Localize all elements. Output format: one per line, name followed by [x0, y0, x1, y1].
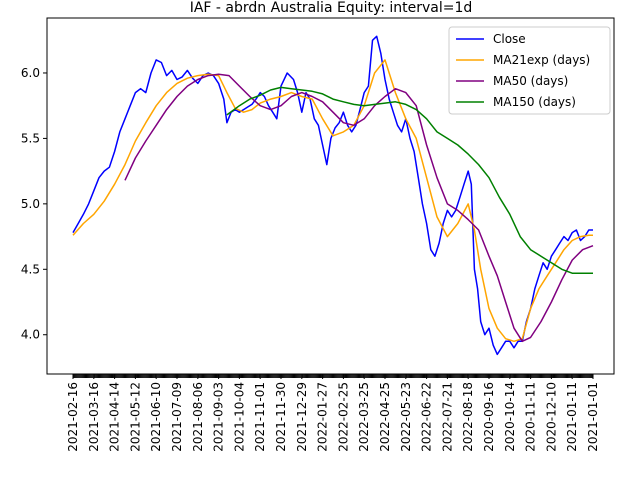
x-tick-label: 2022-01-27 — [316, 382, 330, 452]
legend: Close MA21exp (days) MA50 (days) MA150 (day… — [448, 26, 611, 115]
x-tick-label: 2021-05-12 — [128, 382, 142, 452]
legend-entry: MA21exp (days) — [493, 53, 590, 67]
x-tick-label: 2021-12-29 — [295, 382, 309, 452]
x-tick-label: 2021-09-03 — [212, 382, 226, 452]
x-tick-label: 2021-04-14 — [108, 382, 122, 452]
legend-entry: MA150 (days) — [493, 95, 576, 109]
x-tick-label: 2020-12-10 — [544, 382, 558, 452]
series-line-0 — [72, 35, 593, 356]
series-line-2 — [124, 73, 594, 343]
x-tick-label: 2020-10-14 — [503, 382, 517, 452]
x-tick-label: 2022-05-23 — [399, 382, 413, 452]
legend-box — [448, 26, 611, 115]
x-tick-label: 2020-11-11 — [524, 382, 538, 452]
x-tick-label: 2021-07-09 — [170, 382, 184, 452]
x-tick-label: 2022-02-25 — [336, 382, 350, 452]
x-tick-label: 2021-02-16 — [66, 382, 80, 452]
series-layer — [72, 35, 594, 356]
y-tick-label: 6.0 — [21, 66, 40, 80]
x-tick-label: 2021-08-06 — [191, 382, 205, 452]
x-tick-label: 2022-06-22 — [420, 382, 434, 452]
x-tick-label: 2022-04-25 — [378, 382, 392, 452]
x-tick-label: 2020-09-16 — [482, 382, 496, 452]
x-tick-label: 2022-03-25 — [357, 382, 371, 452]
series-line-3 — [226, 86, 593, 274]
x-tick-label: 2021-01-01 — [586, 382, 600, 452]
legend-entry: MA50 (days) — [493, 74, 568, 88]
y-tick-label: 5.0 — [21, 197, 40, 211]
x-tick-label: 2021-11-01 — [253, 382, 267, 452]
chart-title: IAF - abrdn Australia Equity: interval=1… — [190, 0, 473, 16]
x-tick-label: 2021-06-10 — [149, 382, 163, 452]
x-tick-label: 2021-03-16 — [87, 382, 101, 452]
x-tick-label: 2021-10-04 — [232, 382, 246, 452]
y-axis: 4.0 4.5 5.0 5.5 6.0 — [21, 66, 47, 342]
y-tick-label: 4.0 — [21, 328, 40, 342]
x-tick-label: 2022-07-21 — [440, 382, 454, 452]
x-tick-label: 2022-08-18 — [461, 382, 475, 452]
y-tick-label: 4.5 — [21, 262, 40, 276]
legend-entry: Close — [493, 32, 526, 46]
x-axis: 2021-02-16 2021-03-16 2021-04-14 2021-05-12… — [66, 374, 600, 452]
y-tick-label: 5.5 — [21, 131, 40, 145]
x-tick-label: 2021-01-11 — [565, 382, 579, 452]
x-tick-label: 2021-11-30 — [274, 382, 288, 452]
